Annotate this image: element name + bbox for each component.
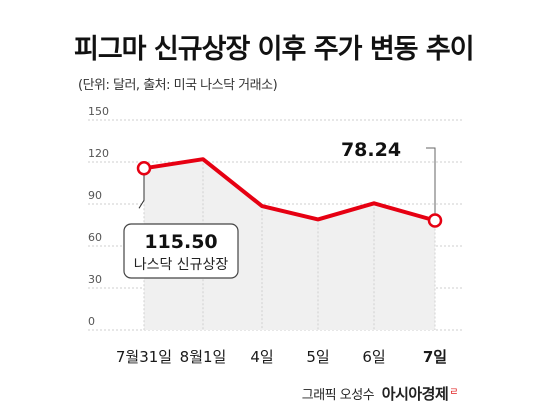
brand-mark-icon: ㄹ (449, 387, 458, 398)
callout-box (123, 223, 239, 279)
x-tick-label: 7일 (423, 348, 447, 366)
area-fill (144, 159, 435, 330)
x-tick-label: 8월1일 (180, 348, 227, 366)
y-tick-label: 120 (88, 147, 109, 160)
x-tick-label: 4일 (250, 348, 273, 366)
data-label: 78.24 (341, 139, 401, 161)
y-tick-label: 30 (88, 273, 102, 286)
data-point (427, 213, 443, 228)
data-point (136, 161, 152, 176)
label-leader (426, 147, 436, 214)
y-tick-label: 90 (88, 189, 102, 202)
callout-pointer (138, 175, 145, 209)
x-tick-label: 6일 (362, 348, 385, 366)
chart-subtitle: (단위: 달러, 출처: 미국 나스닥 거래소) (78, 78, 278, 93)
series-line (142, 157, 437, 223)
y-tick-label: 150 (88, 105, 109, 118)
credit: 그래픽 오성수 아시아경제ㄹ (301, 383, 459, 404)
data-label: 115.50 (144, 231, 217, 253)
x-tick-label: 7월31일 (116, 348, 172, 366)
callout-note: 나스닥 신규상장 (134, 257, 229, 273)
y-tick-label: 60 (88, 231, 102, 244)
brand-logo: 아시아경제 (381, 385, 449, 403)
credit-author: 그래픽 오성수 (301, 388, 375, 403)
chart-title: 피그마 신규상장 이후 주가 변동 추이 (74, 34, 475, 65)
x-tick-label: 5일 (306, 348, 329, 366)
y-tick-label: 0 (88, 315, 95, 328)
